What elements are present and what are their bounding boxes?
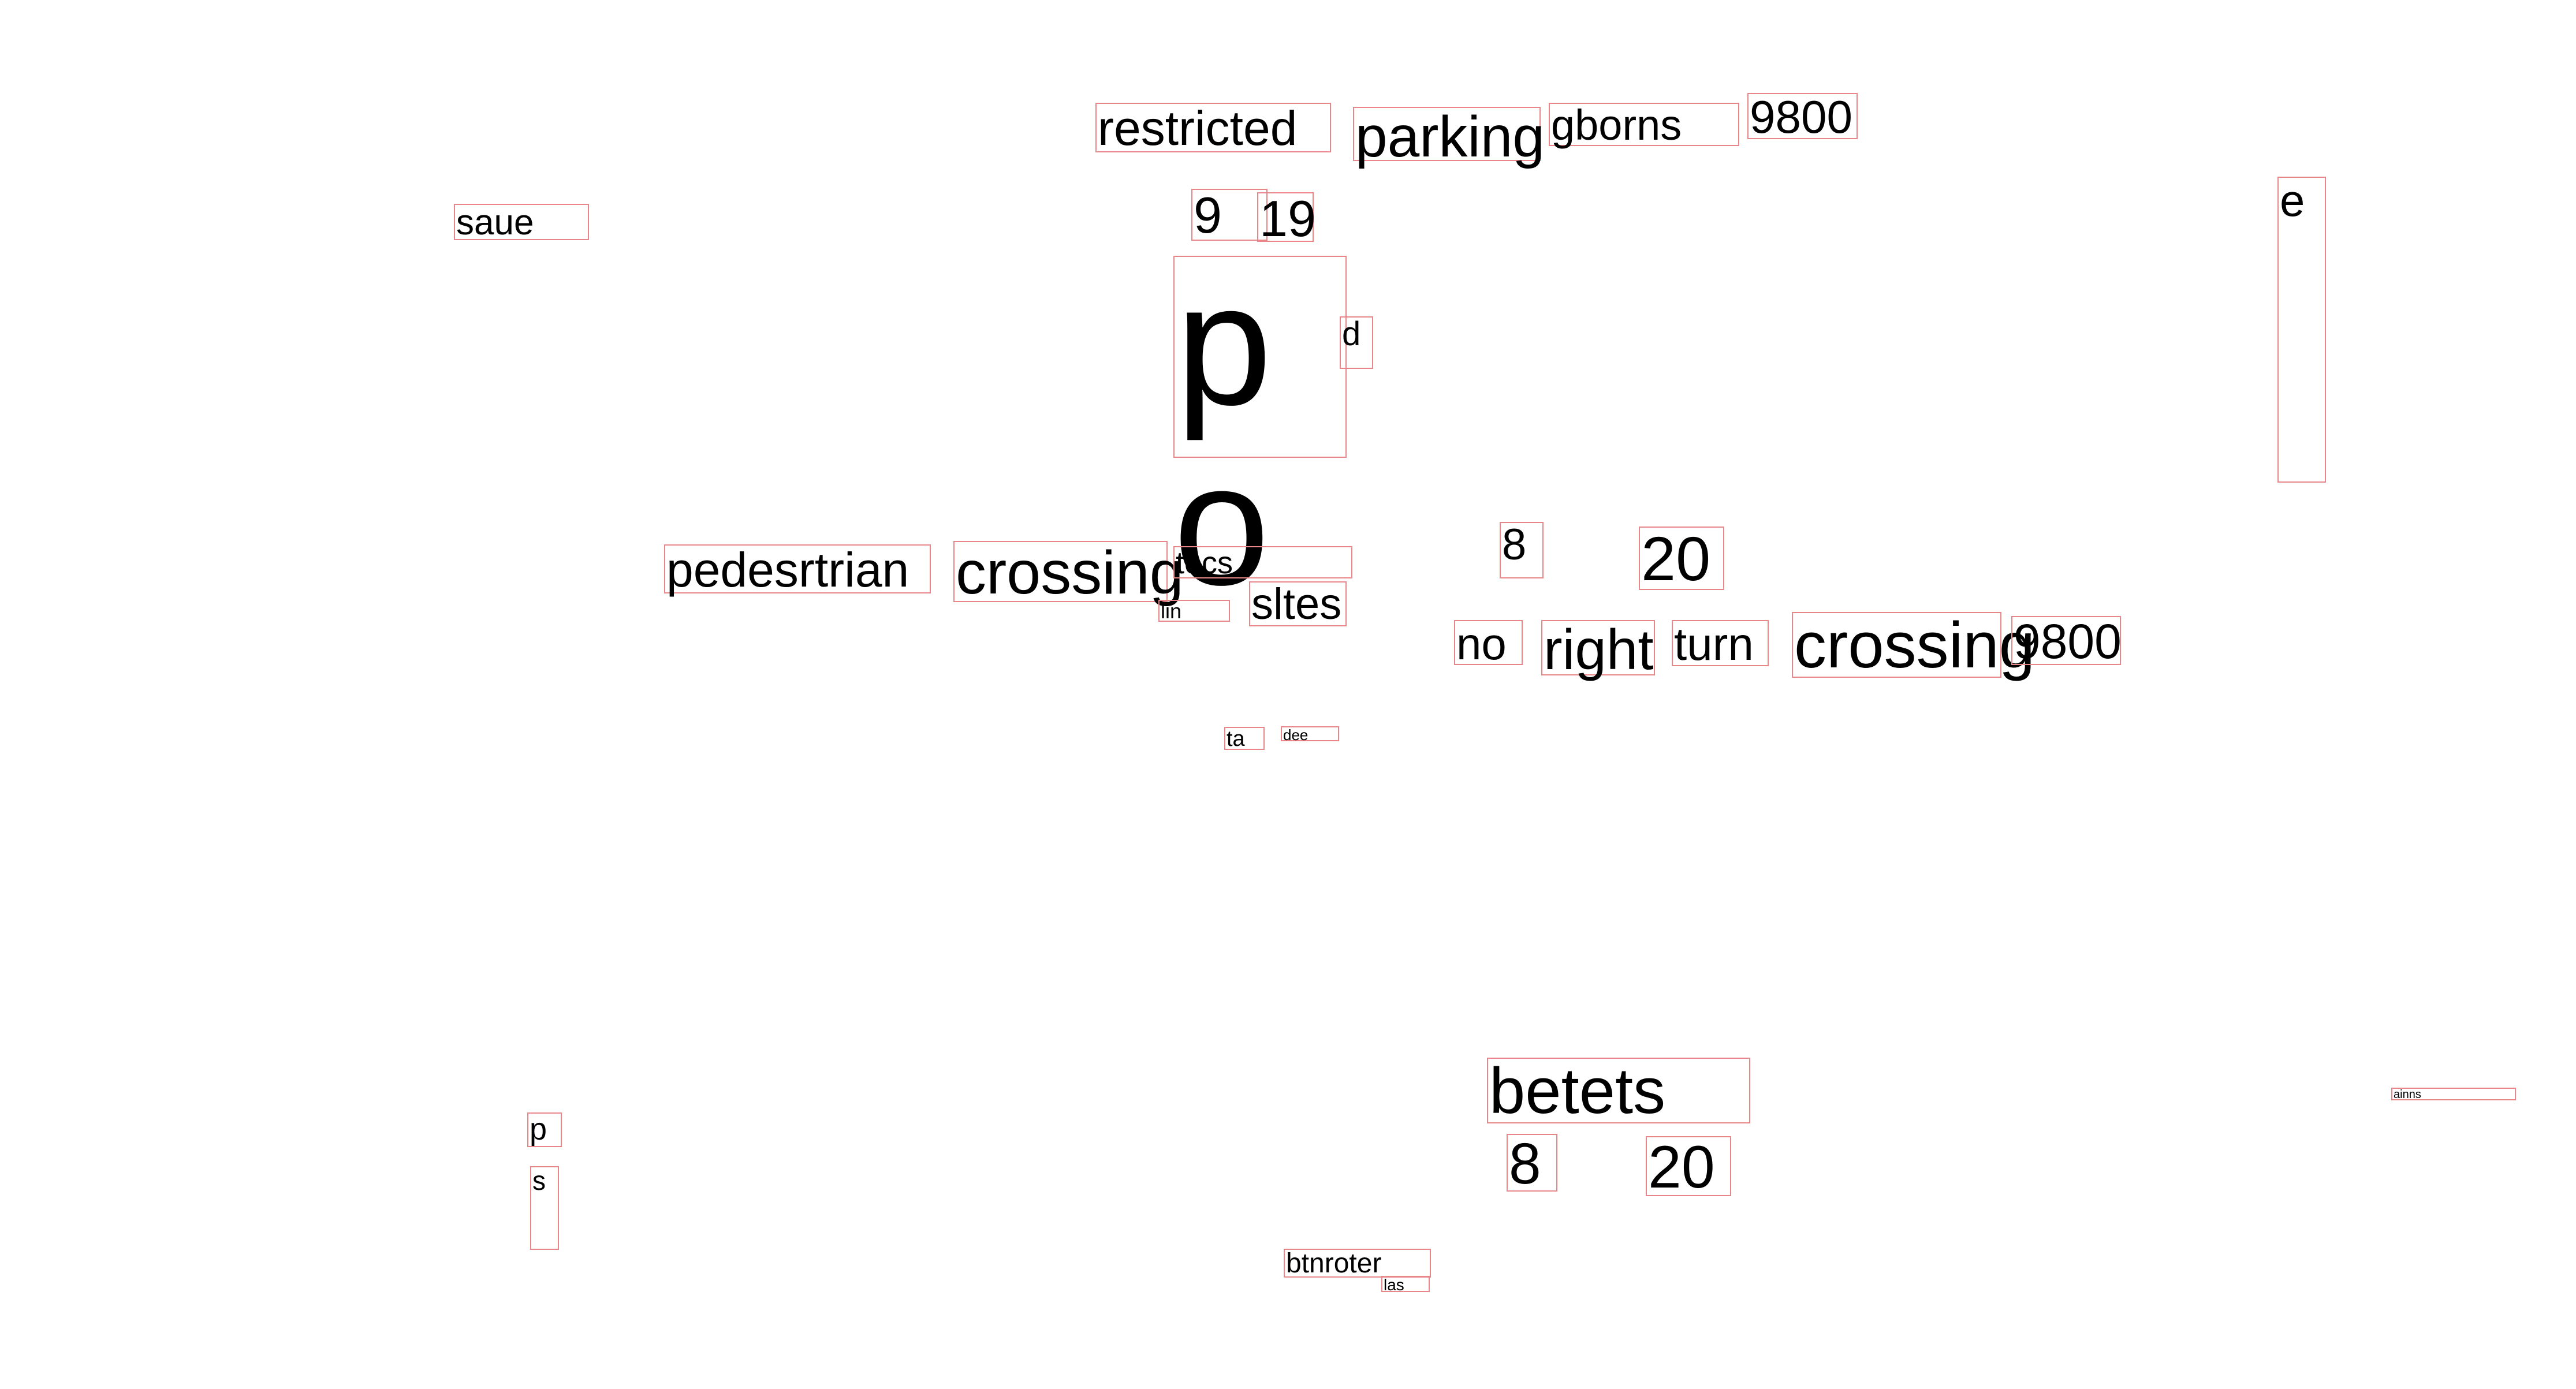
word-turn: turn bbox=[1672, 620, 1769, 667]
word-right: right bbox=[1541, 620, 1655, 678]
letter-p-small: p bbox=[527, 1112, 562, 1147]
word-restricted: restricted bbox=[1095, 103, 1331, 152]
number-8-mid: 8 bbox=[1500, 522, 1544, 578]
word-crossing-right: crossing bbox=[1792, 612, 2035, 678]
number-9800-mid: 9800 bbox=[2011, 616, 2122, 666]
word-no: no bbox=[1454, 620, 1523, 666]
word-tocs: tocs bbox=[1173, 546, 1352, 578]
word-saue: saue bbox=[454, 204, 589, 241]
word-lin: lin bbox=[1158, 600, 1230, 622]
number-20-mid: 20 bbox=[1639, 527, 1724, 590]
word-btnroter: btnroter bbox=[1284, 1249, 1431, 1278]
letter-d: d bbox=[1340, 316, 1373, 369]
word-las: las bbox=[1381, 1276, 1430, 1293]
number-9800-top: 9800 bbox=[1747, 93, 1858, 140]
number-20-bottom: 20 bbox=[1646, 1136, 1731, 1197]
number-8-bottom: 8 bbox=[1507, 1134, 1557, 1193]
number-19: 19 bbox=[1257, 192, 1316, 244]
word-betets: betets bbox=[1487, 1058, 1750, 1123]
letter-p-large: p bbox=[1176, 247, 1272, 441]
number-9: 9 bbox=[1191, 189, 1268, 241]
large-glyph-box bbox=[1173, 256, 1347, 458]
word-crossing-left: crossing bbox=[953, 541, 1184, 603]
word-gborns: gborns bbox=[1549, 103, 1739, 147]
word-parking: parking bbox=[1353, 107, 1545, 166]
word-pedesrtrian: pedesrtrian bbox=[664, 544, 931, 594]
word-dee: dee bbox=[1281, 726, 1339, 742]
letter-s-small: s bbox=[530, 1166, 559, 1250]
word-ta: ta bbox=[1224, 727, 1265, 750]
word-ainns: ainns bbox=[2391, 1088, 2516, 1100]
word-sltes: sltes bbox=[1249, 581, 1347, 626]
letter-e: e bbox=[2277, 177, 2326, 483]
